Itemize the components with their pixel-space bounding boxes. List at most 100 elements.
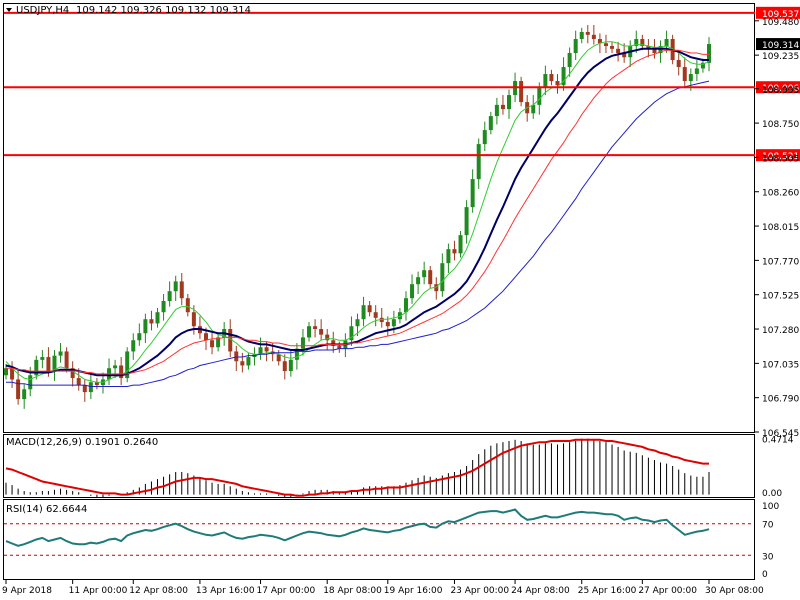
- level-label-box: [756, 81, 800, 94]
- candle-body: [361, 305, 366, 320]
- candle-body: [519, 81, 524, 103]
- candle-body: [113, 365, 118, 369]
- rsi-pane: [3, 499, 755, 580]
- candle-body: [597, 39, 602, 44]
- price-tick-label: 107.770: [762, 257, 799, 267]
- price-tick-label: 108.995: [762, 86, 799, 96]
- current-price-box: [756, 38, 800, 51]
- current-price-label: 109.314: [762, 41, 799, 51]
- time-tick-label: 24 Apr 08:00: [511, 586, 570, 596]
- macd-signal-line: [5, 438, 709, 497]
- price-tick-label: 109.235: [762, 52, 799, 62]
- candle-body: [688, 74, 693, 82]
- candle-body: [507, 95, 512, 110]
- price-tick-label: 106.545: [762, 429, 799, 439]
- candle-body: [373, 312, 378, 318]
- level-label: 108.521: [762, 152, 799, 162]
- candle-body: [458, 235, 463, 254]
- candle-body: [191, 312, 196, 327]
- candle-body: [46, 357, 51, 372]
- candle-body: [288, 359, 293, 372]
- ma-mid-line: [5, 47, 709, 377]
- candle-body: [300, 337, 305, 349]
- candle-body: [349, 326, 354, 341]
- rsi-tick-label: 100: [762, 502, 779, 512]
- candle-body: [125, 351, 130, 379]
- candle-body: [185, 298, 190, 313]
- ma-red-line: [6, 49, 709, 375]
- macd-plot: [5, 438, 710, 497]
- candle-body: [652, 48, 657, 54]
- candle-body: [119, 365, 124, 379]
- candle-body: [276, 354, 281, 362]
- candle-body: [446, 249, 451, 264]
- symbol-label: USDJPY,H4: [16, 5, 69, 16]
- candle-body: [28, 375, 33, 390]
- candle-body: [22, 389, 27, 400]
- candle-body: [228, 329, 233, 352]
- level-label-box: [756, 6, 800, 19]
- price-tick-label: 107.280: [762, 326, 799, 336]
- candle-body: [579, 32, 584, 40]
- candle-body: [34, 359, 39, 376]
- candle-body: [464, 207, 469, 236]
- candle-body: [82, 385, 87, 393]
- candle-body: [319, 329, 324, 335]
- candle-body: [555, 81, 560, 86]
- quote-label: 109.142 109.326 109.132 109.314: [76, 5, 251, 16]
- candle-body: [634, 39, 639, 47]
- candle-body: [379, 317, 384, 323]
- rsi-line: [5, 508, 710, 547]
- candle-body: [646, 46, 651, 49]
- candle-body: [585, 32, 590, 35]
- candle-body: [88, 382, 93, 393]
- price-axis: 109.537 109.006 108.521 106.545 106.790 107.0…: [755, 6, 800, 580]
- candle-body: [355, 319, 360, 327]
- candle-body: [603, 43, 608, 47]
- price-tick-label: 107.525: [762, 292, 799, 302]
- time-tick-label: 23 Apr 00:00: [450, 586, 509, 596]
- candle-body: [325, 334, 330, 341]
- time-tick-label: 18 Apr 08:00: [323, 586, 382, 596]
- candle-body: [500, 104, 505, 110]
- candle-body: [543, 74, 548, 89]
- time-tick-label: 9 Apr 2018: [2, 586, 52, 596]
- candle-body: [537, 88, 542, 105]
- price-tick-label: 108.260: [762, 189, 799, 199]
- candle-body: [434, 284, 439, 292]
- time-tick-label: 11 Apr 00:00: [69, 586, 128, 596]
- rsi-title: RSI(14) 62.6644: [6, 504, 87, 515]
- candle-body: [622, 53, 627, 58]
- time-tick-label: 19 Apr 16:00: [384, 586, 443, 596]
- time-tick-label: 30 Apr 08:00: [705, 586, 764, 596]
- macd-title: MACD(12,26,9) 0.1901 0.2640: [6, 437, 158, 448]
- candle-body: [4, 368, 8, 376]
- level-label: 109.006: [762, 84, 799, 94]
- candle-body: [640, 39, 645, 47]
- level-label: 109.537: [762, 10, 799, 20]
- candle-body: [531, 104, 536, 114]
- candle-body: [155, 312, 160, 324]
- candle-body: [397, 312, 402, 320]
- time-tick-label: 27 Apr 00:00: [638, 586, 697, 596]
- price-tick-label: 107.035: [762, 360, 799, 370]
- candle-body: [10, 368, 15, 380]
- price-tick-label: 108.015: [762, 223, 799, 233]
- rsi-tick-label: 0: [762, 570, 768, 580]
- level-label-box: [756, 149, 800, 162]
- price-plot: [4, 11, 755, 409]
- macd-tick-label: 0.4714: [762, 435, 794, 445]
- candle-body: [682, 67, 687, 82]
- candle-body: [482, 130, 487, 145]
- rsi-tick-label: 30: [762, 552, 774, 562]
- triangle-down-icon[interactable]: [6, 8, 12, 12]
- candle-body: [700, 62, 705, 69]
- candle-body: [149, 319, 154, 324]
- candle-body: [240, 361, 245, 366]
- candle-body: [616, 48, 621, 54]
- candle-body: [210, 340, 215, 348]
- price-tick-label: 106.790: [762, 395, 799, 405]
- candle-body: [410, 284, 415, 299]
- candle-body: [258, 347, 263, 355]
